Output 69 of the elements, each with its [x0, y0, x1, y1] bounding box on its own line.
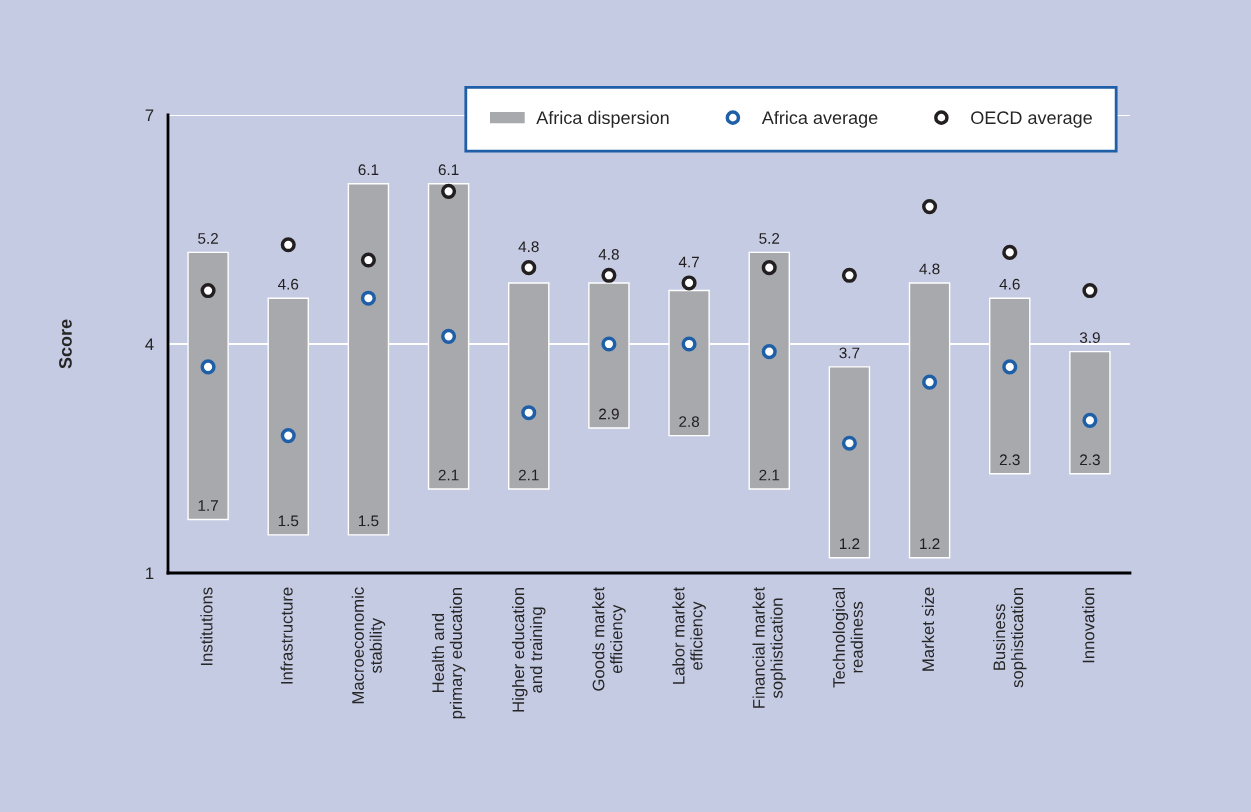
- point: [1002, 359, 1018, 375]
- point: [681, 275, 697, 291]
- annotation: 2.3: [999, 454, 1020, 466]
- point: [1082, 283, 1098, 299]
- point: [841, 435, 857, 451]
- annotation: 3.7: [839, 347, 860, 359]
- annotation: 6.1: [358, 164, 379, 176]
- annotation: 3.9: [1079, 332, 1100, 344]
- legend-label: Africa dispersion: [536, 110, 669, 128]
- legend-label: Africa average: [761, 110, 878, 128]
- annotation: 2.1: [759, 469, 780, 481]
- annotation: 1.7: [198, 500, 218, 511]
- bar: [828, 366, 871, 559]
- point: [360, 290, 376, 306]
- annotation: 2.1: [518, 469, 539, 481]
- annotation: 2.9: [599, 408, 619, 420]
- point: [922, 374, 938, 390]
- y-axis-title: Score: [59, 319, 72, 369]
- point: [922, 199, 938, 215]
- point: [1082, 412, 1098, 428]
- bar: [1069, 350, 1111, 475]
- annotation: 2.8: [679, 416, 700, 428]
- point: [360, 252, 376, 268]
- point: [441, 183, 457, 199]
- y-tick-label: 7: [145, 109, 154, 122]
- annotation: 4.8: [919, 263, 940, 275]
- y-tick-label: 4: [145, 338, 154, 351]
- annotation: 2.1: [438, 469, 459, 481]
- x-tick-label: Technological readiness: [832, 588, 863, 688]
- annotation: 4.6: [277, 278, 299, 290]
- point: [521, 260, 537, 276]
- annotation: 2.3: [1080, 454, 1100, 466]
- x-tick-label: Institutions: [200, 587, 213, 666]
- annotation: 1.5: [278, 515, 299, 527]
- point: [601, 336, 617, 352]
- annotation: 4.8: [518, 241, 539, 253]
- x-tick-label: Innovation: [1082, 587, 1095, 663]
- x-tick-label: Higher education and training: [512, 587, 546, 712]
- point: [280, 428, 296, 444]
- point: [761, 260, 777, 276]
- point: [200, 359, 216, 375]
- annotation: 4.8: [598, 248, 619, 260]
- point: [200, 283, 216, 299]
- x-tick-label: Market size: [921, 587, 935, 671]
- annotation: 1.2: [839, 538, 860, 550]
- point: [1002, 244, 1018, 260]
- x-tick-label: Infrastructure: [280, 587, 293, 684]
- annotation: 5.2: [198, 233, 218, 244]
- point: [761, 344, 777, 360]
- point: [681, 336, 697, 352]
- point: [601, 267, 617, 283]
- annotation: 4.7: [678, 256, 699, 268]
- point: [521, 405, 537, 421]
- x-tick-label: Financial market sophistication: [752, 587, 786, 708]
- annotation: 1.2: [920, 538, 940, 550]
- x-tick-label: Labor market efficiency: [672, 587, 706, 684]
- annotation: 1.5: [358, 515, 379, 527]
- y-tick-label: 1: [146, 567, 154, 580]
- x-tick-label: Goods market efficiency: [592, 587, 626, 691]
- x-tick-label: Health and primary education: [431, 587, 466, 719]
- x-tick-label: Macroeconomic stability: [351, 587, 386, 704]
- legend-label: OECD average: [971, 111, 1092, 128]
- point: [841, 267, 857, 283]
- annotation: 6.1: [438, 164, 459, 176]
- point: [441, 328, 457, 344]
- point: [280, 237, 296, 253]
- x-tick-label: Business sophistication: [993, 587, 1027, 688]
- annotation: 5.2: [759, 233, 780, 244]
- annotation: 4.6: [999, 278, 1020, 290]
